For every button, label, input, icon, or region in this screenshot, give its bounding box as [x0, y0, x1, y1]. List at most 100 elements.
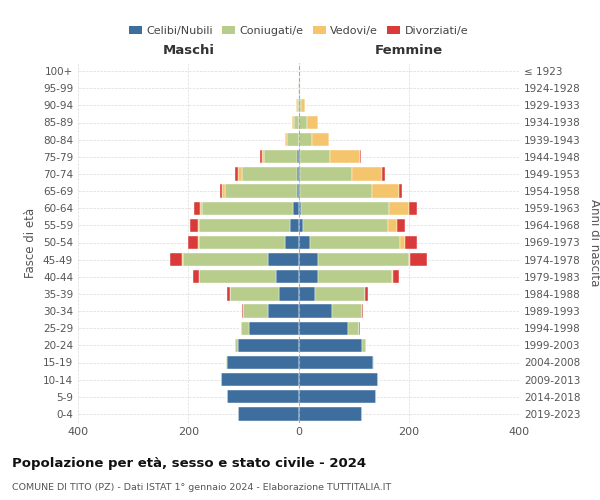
Bar — [299, 218, 303, 232]
Bar — [202, 202, 293, 215]
Bar — [220, 184, 223, 198]
Bar — [303, 218, 388, 232]
Bar — [410, 253, 427, 266]
Bar — [299, 253, 318, 266]
Bar — [299, 338, 362, 352]
Bar — [262, 150, 265, 164]
Bar — [265, 150, 298, 164]
Bar — [268, 253, 299, 266]
Bar — [362, 304, 363, 318]
Bar — [190, 218, 198, 232]
Bar — [238, 167, 242, 180]
Bar — [307, 116, 318, 129]
Bar — [405, 236, 417, 249]
Bar — [297, 98, 299, 112]
Bar — [298, 167, 299, 180]
Bar — [285, 236, 299, 249]
Bar — [194, 202, 200, 215]
Bar — [299, 373, 379, 386]
Bar — [348, 322, 359, 335]
Bar — [373, 356, 374, 369]
Bar — [360, 150, 361, 164]
Bar — [199, 270, 277, 283]
Bar — [299, 270, 318, 283]
Bar — [299, 98, 301, 112]
Bar — [199, 236, 285, 249]
Bar — [235, 338, 238, 352]
Bar — [389, 202, 409, 215]
Bar — [372, 184, 400, 198]
Bar — [297, 184, 299, 198]
Legend: Celibi/Nubili, Coniugati/e, Vedovi/e, Divorziati/e: Celibi/Nubili, Coniugati/e, Vedovi/e, Di… — [124, 22, 473, 40]
Bar — [318, 253, 409, 266]
Bar — [392, 270, 394, 283]
Bar — [277, 270, 299, 283]
Bar — [221, 373, 299, 386]
Bar — [294, 116, 299, 129]
Bar — [249, 322, 299, 335]
Bar — [332, 304, 362, 318]
Bar — [330, 150, 360, 164]
Bar — [299, 236, 310, 249]
Bar — [299, 116, 307, 129]
Bar — [299, 150, 330, 164]
Bar — [241, 322, 249, 335]
Bar — [227, 390, 299, 404]
Bar — [298, 150, 299, 164]
Bar — [359, 322, 360, 335]
Bar — [400, 236, 405, 249]
Bar — [188, 236, 198, 249]
Bar — [318, 270, 392, 283]
Bar — [409, 253, 410, 266]
Bar — [299, 407, 362, 420]
Bar — [293, 202, 299, 215]
Bar — [382, 167, 385, 180]
Bar — [242, 304, 244, 318]
Bar — [301, 202, 389, 215]
Text: COMUNE DI TITO (PZ) - Dati ISTAT 1° gennaio 2024 - Elaborazione TUTTITALIA.IT: COMUNE DI TITO (PZ) - Dati ISTAT 1° genn… — [12, 484, 391, 492]
Y-axis label: Anni di nascita: Anni di nascita — [587, 199, 600, 286]
Bar — [200, 202, 202, 215]
Bar — [292, 116, 294, 129]
Bar — [183, 253, 268, 266]
Bar — [315, 287, 365, 300]
Bar — [285, 133, 287, 146]
Bar — [299, 322, 348, 335]
Bar — [279, 287, 299, 300]
Bar — [198, 218, 199, 232]
Bar — [301, 98, 305, 112]
Bar — [299, 390, 376, 404]
Bar — [235, 167, 238, 180]
Bar — [227, 356, 299, 369]
Bar — [299, 304, 332, 318]
Bar — [362, 338, 367, 352]
Bar — [397, 218, 405, 232]
Bar — [238, 407, 299, 420]
Bar — [310, 236, 400, 249]
Bar — [365, 287, 368, 300]
Bar — [268, 304, 299, 318]
Bar — [244, 304, 268, 318]
Bar — [299, 202, 301, 215]
Bar — [238, 338, 299, 352]
Bar — [299, 82, 300, 95]
Bar — [409, 202, 417, 215]
Bar — [260, 150, 262, 164]
Bar — [299, 167, 352, 180]
Bar — [225, 184, 297, 198]
Y-axis label: Fasce di età: Fasce di età — [25, 208, 37, 278]
Bar — [198, 236, 199, 249]
Bar — [287, 133, 299, 146]
Bar — [170, 253, 182, 266]
Bar — [193, 270, 199, 283]
Bar — [352, 167, 382, 180]
Bar — [223, 184, 225, 198]
Text: Maschi: Maschi — [162, 44, 214, 58]
Text: Femmine: Femmine — [374, 44, 443, 58]
Text: Popolazione per età, sesso e stato civile - 2024: Popolazione per età, sesso e stato civil… — [12, 458, 366, 470]
Bar — [299, 356, 373, 369]
Bar — [299, 287, 315, 300]
Bar — [199, 218, 290, 232]
Bar — [300, 184, 372, 198]
Bar — [227, 287, 230, 300]
